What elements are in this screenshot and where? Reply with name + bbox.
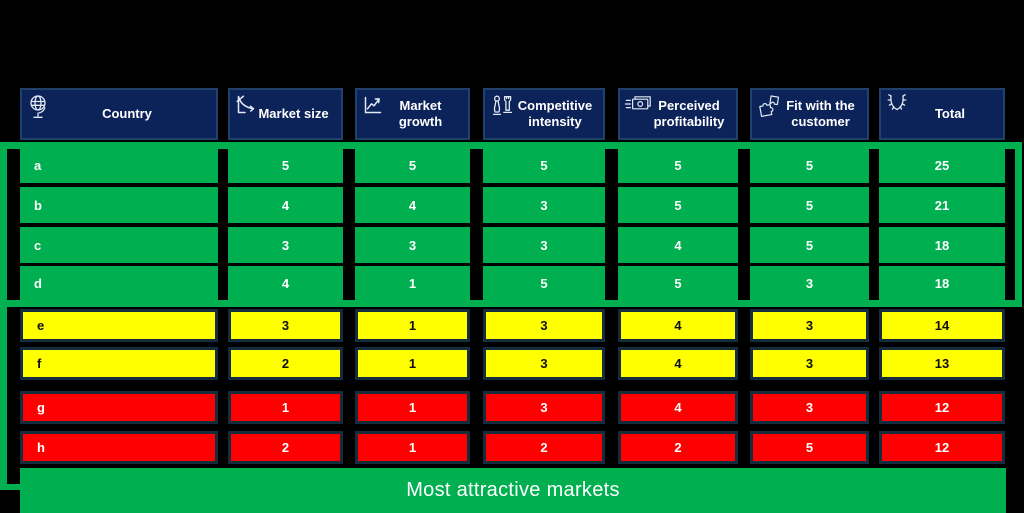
- score-cell: 2: [228, 431, 343, 464]
- score-cell: 5: [750, 147, 869, 183]
- green-rail-stub: [0, 484, 27, 490]
- declining-curve-chart-icon: [234, 93, 260, 119]
- score-cell: 5: [618, 147, 738, 183]
- total-cell: 14: [879, 309, 1005, 342]
- row-label-cell: b: [20, 187, 218, 223]
- table-row: a 5 5 5 5 5 25: [0, 147, 1024, 183]
- row-label-cell: g: [20, 391, 218, 424]
- score-cell: 3: [483, 227, 605, 263]
- score-cell: 3: [483, 187, 605, 223]
- score-cell: 4: [355, 187, 470, 223]
- score-cell: 3: [483, 347, 605, 380]
- score-cell: 4: [618, 227, 738, 263]
- score-cell: 1: [355, 391, 470, 424]
- score-cell: 4: [618, 347, 738, 380]
- chess-pieces-icon: [489, 93, 515, 119]
- row-label-cell: f: [20, 347, 218, 380]
- header-label: Competitive intensity: [517, 98, 593, 129]
- score-cell: 5: [750, 227, 869, 263]
- score-cell: 1: [355, 431, 470, 464]
- header-label: Perceived profitability: [653, 98, 725, 129]
- score-cell: 1: [228, 391, 343, 424]
- table-row: b 4 4 3 5 5 21: [0, 187, 1024, 223]
- score-cell: 5: [750, 187, 869, 223]
- header-cell-total: Total: [879, 88, 1005, 140]
- score-cell: 3: [750, 391, 869, 424]
- row-label-cell: c: [20, 227, 218, 263]
- header-cell-fit-with-customer: Fit with the customer: [750, 88, 869, 140]
- globe-icon: [26, 93, 52, 119]
- score-cell: 3: [750, 309, 869, 342]
- total-cell: 18: [879, 227, 1005, 263]
- total-cell: 12: [879, 431, 1005, 464]
- header-label: Market size: [258, 106, 329, 122]
- banknotes-icon: [624, 93, 651, 119]
- score-cell: 2: [618, 431, 738, 464]
- header-cell-market-growth: Market growth: [355, 88, 470, 140]
- laurel-wreath-icon: [885, 93, 911, 119]
- score-cell: 3: [228, 309, 343, 342]
- score-cell: 4: [228, 187, 343, 223]
- score-cell: 1: [355, 266, 470, 301]
- table-row: c 3 3 3 4 5 18: [0, 227, 1024, 263]
- score-cell: 3: [750, 266, 869, 301]
- score-cell: 5: [618, 266, 738, 301]
- header-label: Market growth: [398, 98, 443, 129]
- score-cell: 4: [228, 266, 343, 301]
- puzzle-pieces-icon: [756, 93, 782, 119]
- score-cell: 5: [618, 187, 738, 223]
- score-cell: 1: [355, 309, 470, 342]
- score-cell: 4: [618, 309, 738, 342]
- top-tier-group-frame: [0, 142, 1022, 307]
- row-label-cell: a: [20, 147, 218, 183]
- rising-chart-icon: [361, 93, 387, 119]
- row-label-cell: d: [20, 266, 218, 301]
- score-cell: 2: [483, 431, 605, 464]
- table-row: g 1 1 3 4 3 12: [0, 391, 1024, 424]
- score-cell: 5: [483, 266, 605, 301]
- table-row: f 2 1 3 4 3 13: [0, 347, 1024, 380]
- table-row: e 3 1 3 4 3 14: [0, 309, 1024, 342]
- row-label-cell: e: [20, 309, 218, 342]
- score-cell: 1: [355, 347, 470, 380]
- score-cell: 3: [483, 309, 605, 342]
- row-label-cell: h: [20, 431, 218, 464]
- footer-banner-label: Most attractive markets: [406, 479, 620, 501]
- header-cell-market-size: Market size: [228, 88, 343, 140]
- table-row: h 2 1 2 2 5 12: [0, 431, 1024, 464]
- score-cell: 5: [228, 147, 343, 183]
- score-cell: 4: [618, 391, 738, 424]
- score-cell: 3: [750, 347, 869, 380]
- score-cell: 3: [228, 227, 343, 263]
- score-cell: 5: [355, 147, 470, 183]
- score-cell: 3: [355, 227, 470, 263]
- header-label: Country: [102, 106, 152, 122]
- header-cell-country: Country: [20, 88, 218, 140]
- green-left-rail: [0, 307, 7, 490]
- total-cell: 25: [879, 147, 1005, 183]
- header-label: Total: [934, 106, 966, 122]
- total-cell: 18: [879, 266, 1005, 301]
- header-cell-perceived-profitability: Perceived profitability: [618, 88, 738, 140]
- table-row: d 4 1 5 5 3 18: [0, 266, 1024, 301]
- total-cell: 13: [879, 347, 1005, 380]
- score-cell: 5: [750, 431, 869, 464]
- footer-banner: Most attractive markets: [20, 468, 1006, 513]
- header-label: Fit with the customer: [786, 98, 855, 129]
- score-cell: 5: [483, 147, 605, 183]
- total-cell: 12: [879, 391, 1005, 424]
- score-cell: 2: [228, 347, 343, 380]
- score-cell: 3: [483, 391, 605, 424]
- header-cell-competitive-intensity: Competitive intensity: [483, 88, 605, 140]
- total-cell: 21: [879, 187, 1005, 223]
